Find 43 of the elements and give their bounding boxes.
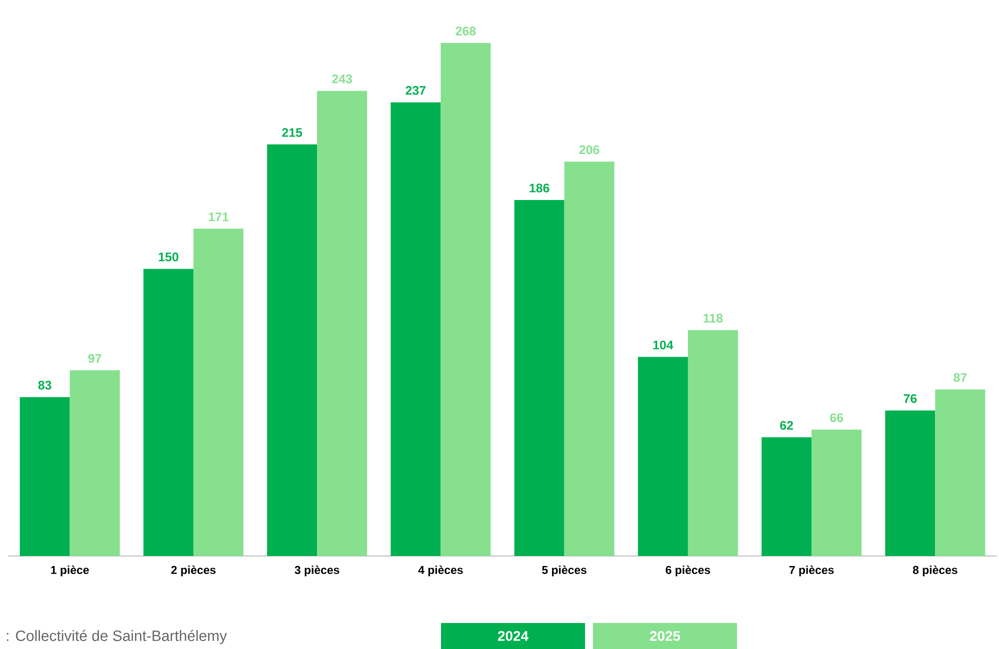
data-label: 76 bbox=[904, 394, 917, 403]
bar bbox=[812, 430, 862, 556]
data-label: 186 bbox=[530, 184, 550, 192]
x-tick-label: 2 pièces bbox=[171, 566, 216, 576]
bar bbox=[390, 102, 441, 556]
bar bbox=[440, 42, 491, 556]
data-label: 268 bbox=[456, 26, 476, 36]
data-label: 83 bbox=[38, 380, 52, 390]
bar bbox=[564, 162, 614, 556]
text: 2024 bbox=[498, 631, 528, 641]
data-label: 243 bbox=[332, 74, 352, 84]
data-label: 118 bbox=[704, 314, 723, 323]
bar bbox=[935, 389, 986, 556]
bar bbox=[885, 410, 936, 556]
x-tick-label: 5 pièces bbox=[542, 566, 586, 576]
bar bbox=[143, 268, 194, 556]
data-label: 215 bbox=[282, 128, 302, 137]
data-label: 206 bbox=[579, 145, 600, 154]
data-label: 171 bbox=[208, 212, 228, 222]
data-label: 237 bbox=[406, 86, 426, 95]
x-tick-label: 6 pièces bbox=[666, 566, 710, 576]
data-label: 66 bbox=[830, 413, 844, 422]
bar bbox=[20, 397, 70, 556]
data-label: 62 bbox=[780, 420, 793, 430]
text: : Collectivité de Saint-Barthélemy bbox=[6, 630, 227, 644]
bar bbox=[317, 90, 368, 556]
bar bbox=[267, 144, 318, 556]
x-tick-label: 4 pièces bbox=[418, 566, 463, 576]
data-label: 104 bbox=[653, 340, 674, 350]
x-tick-label: 7 pièces bbox=[789, 566, 834, 576]
x-tick-label: 3 pièces bbox=[294, 566, 340, 576]
data-label: 150 bbox=[158, 252, 178, 262]
data-label: 87 bbox=[954, 373, 967, 382]
bar bbox=[688, 330, 738, 556]
bar bbox=[514, 200, 564, 556]
text: 2025 bbox=[650, 631, 680, 641]
x-tick-label: 8 pièces bbox=[912, 566, 958, 576]
data-label: 97 bbox=[88, 354, 102, 363]
bar bbox=[193, 228, 244, 556]
x-tick-label: 1 pièce bbox=[51, 566, 89, 576]
bar bbox=[70, 370, 120, 556]
bar bbox=[762, 437, 812, 556]
bar bbox=[638, 356, 688, 556]
